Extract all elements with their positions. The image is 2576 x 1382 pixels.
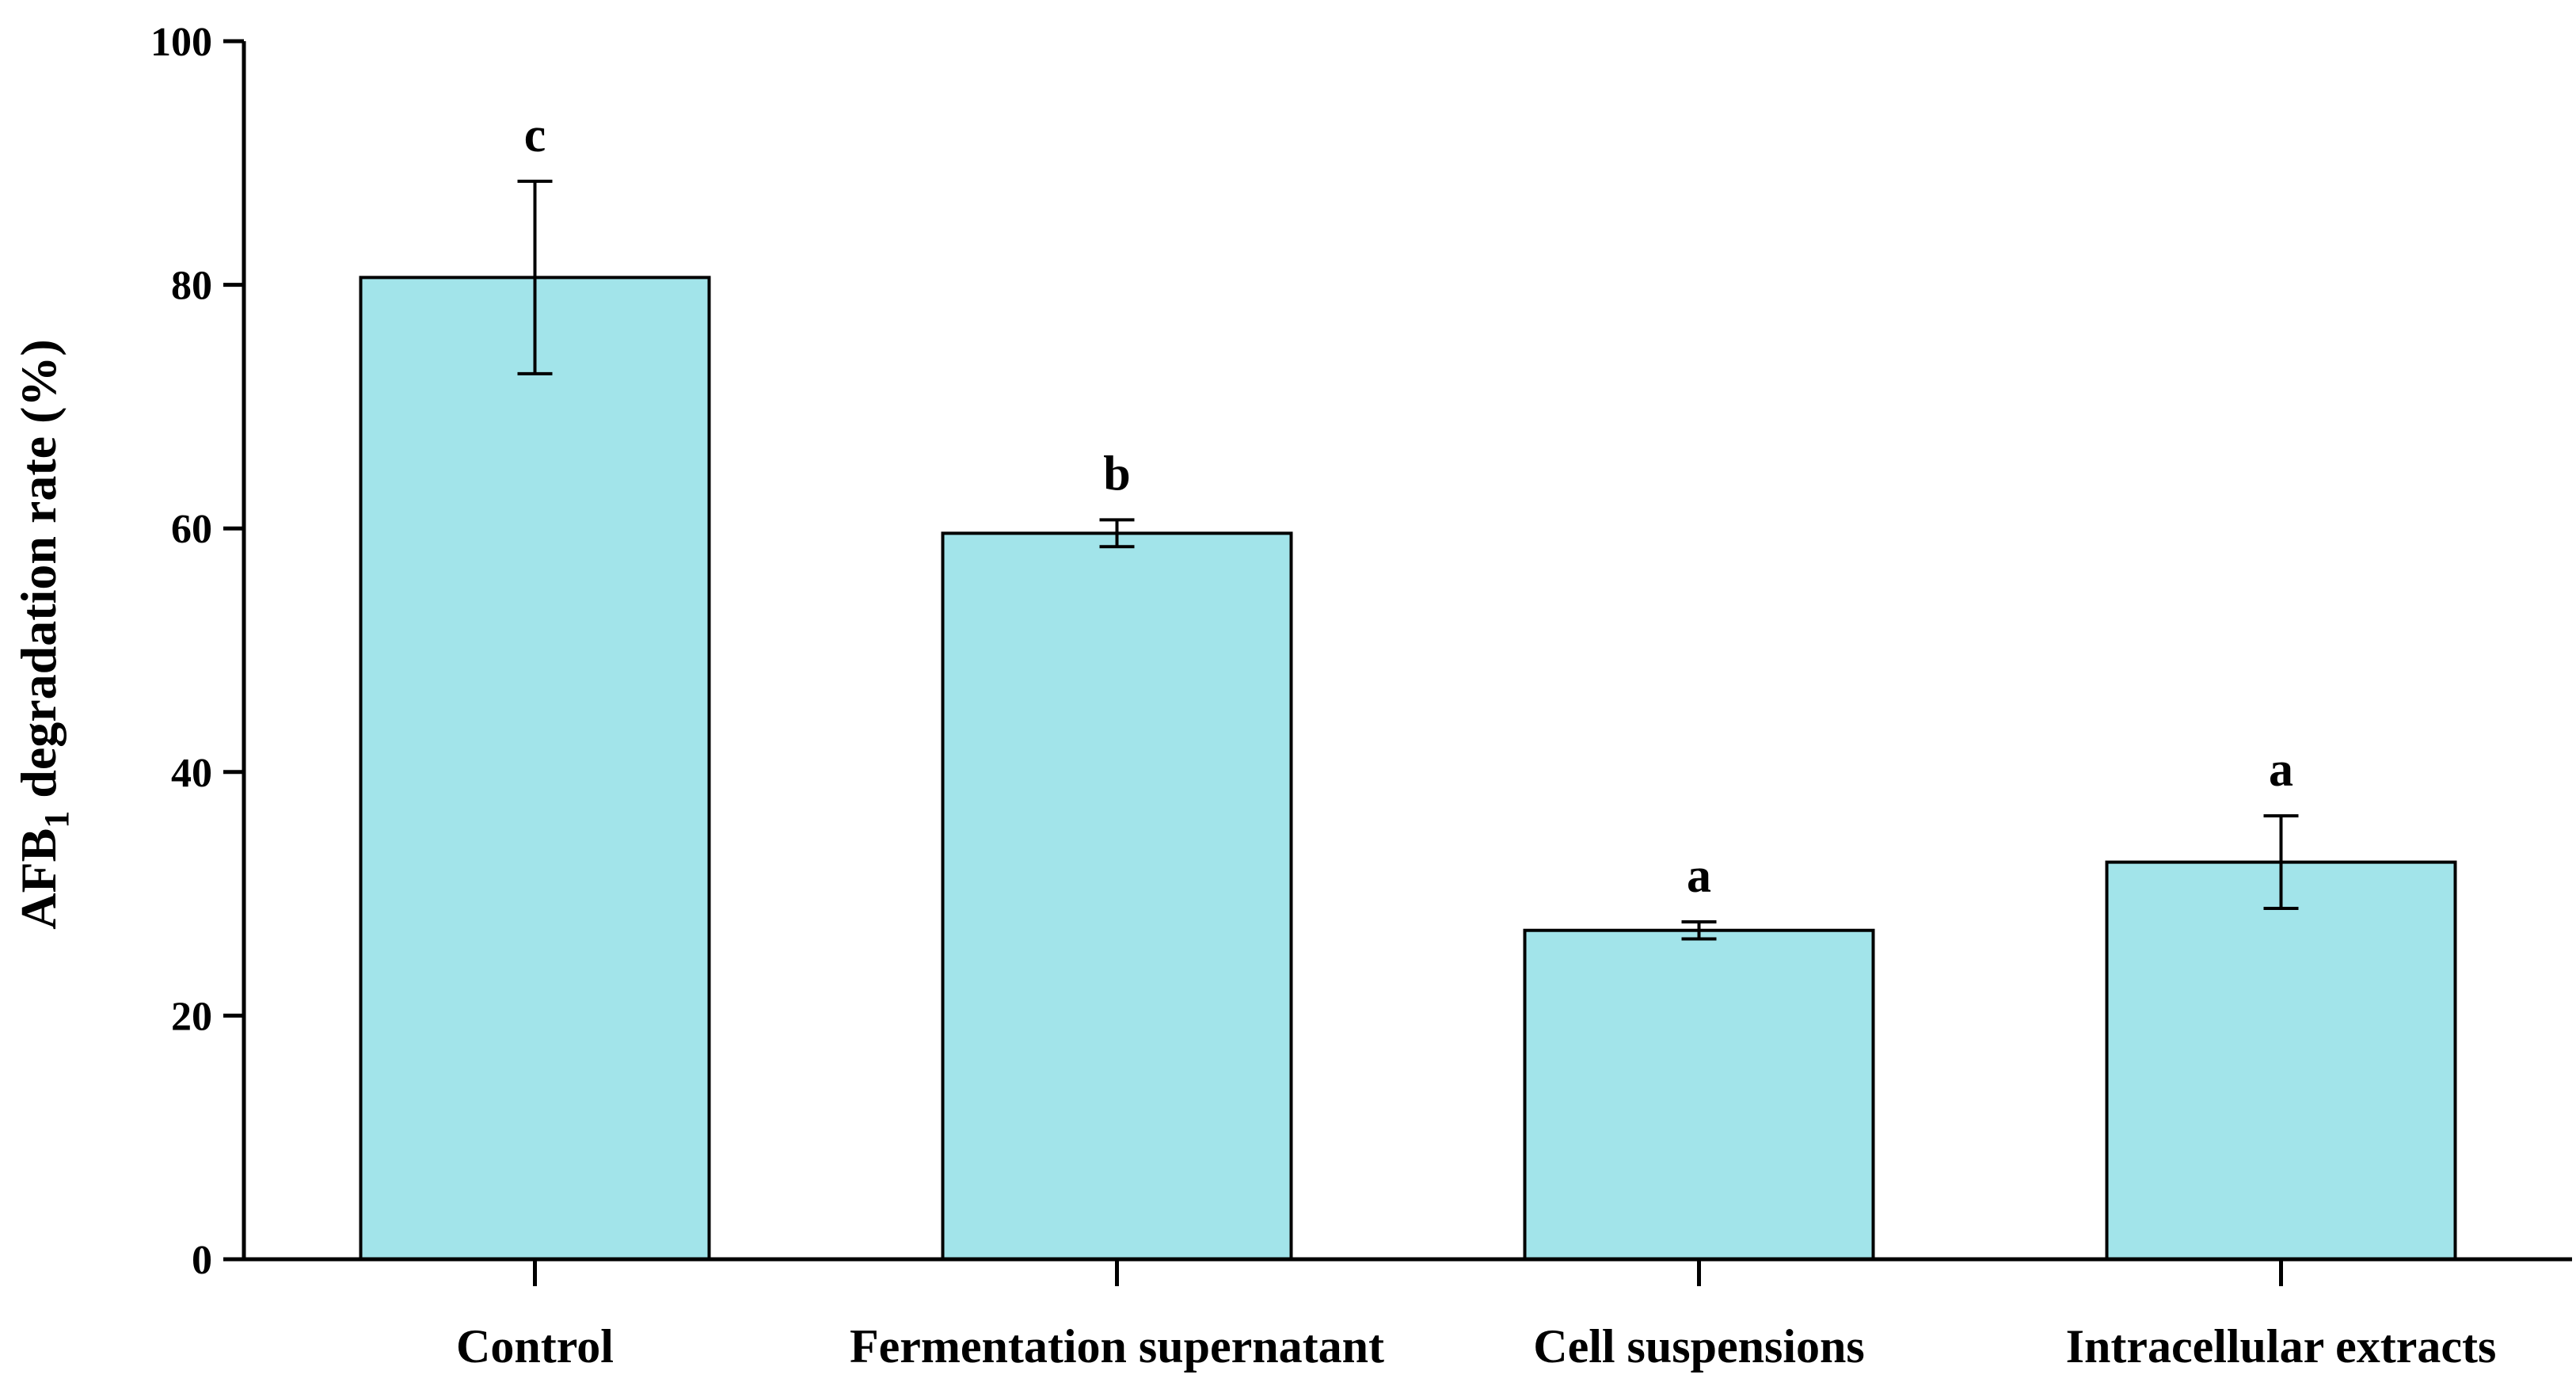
y-tick-label: 80 <box>171 264 212 309</box>
bar-2 <box>941 531 1293 1261</box>
bars-layer <box>359 276 2457 1262</box>
y-axis-title-subscript: 1 <box>37 811 76 828</box>
axes-layer <box>242 41 2572 1262</box>
y-ticks-layer: 0 20 40 60 80 100 <box>150 20 244 1283</box>
y-tick-label: 20 <box>171 994 212 1039</box>
significance-label-1: c <box>524 109 546 162</box>
x-category-label-2: Fermentation supernatant <box>850 1320 1384 1372</box>
y-tick-label: 100 <box>150 20 212 65</box>
significance-label-3: a <box>1687 849 1711 903</box>
y-axis-title-main: AFB <box>10 828 67 930</box>
significance-labels-layer: c b a a <box>524 109 2293 903</box>
bar-1 <box>359 276 711 1262</box>
bar-4 <box>2105 860 2457 1262</box>
y-tick-label: 40 <box>171 751 212 796</box>
error-bars-layer <box>517 179 2299 941</box>
y-tick-label: 0 <box>192 1238 212 1283</box>
x-category-label-1: Control <box>456 1320 614 1372</box>
y-axis-title: AFB1 degradation rate (%) <box>10 339 76 929</box>
bar-3 <box>1523 928 1875 1261</box>
significance-label-2: b <box>1103 447 1130 501</box>
significance-label-4: a <box>2269 743 2293 797</box>
x-category-label-4: Intracellular extracts <box>2066 1320 2497 1372</box>
y-axis-title-rest: degradation rate (%) <box>10 339 67 810</box>
y-tick-label: 60 <box>171 507 212 552</box>
x-category-label-3: Cell suspensions <box>1533 1320 1864 1372</box>
x-ticks-layer: Control Fermentation supernatant Cell susp… <box>456 1259 2496 1372</box>
